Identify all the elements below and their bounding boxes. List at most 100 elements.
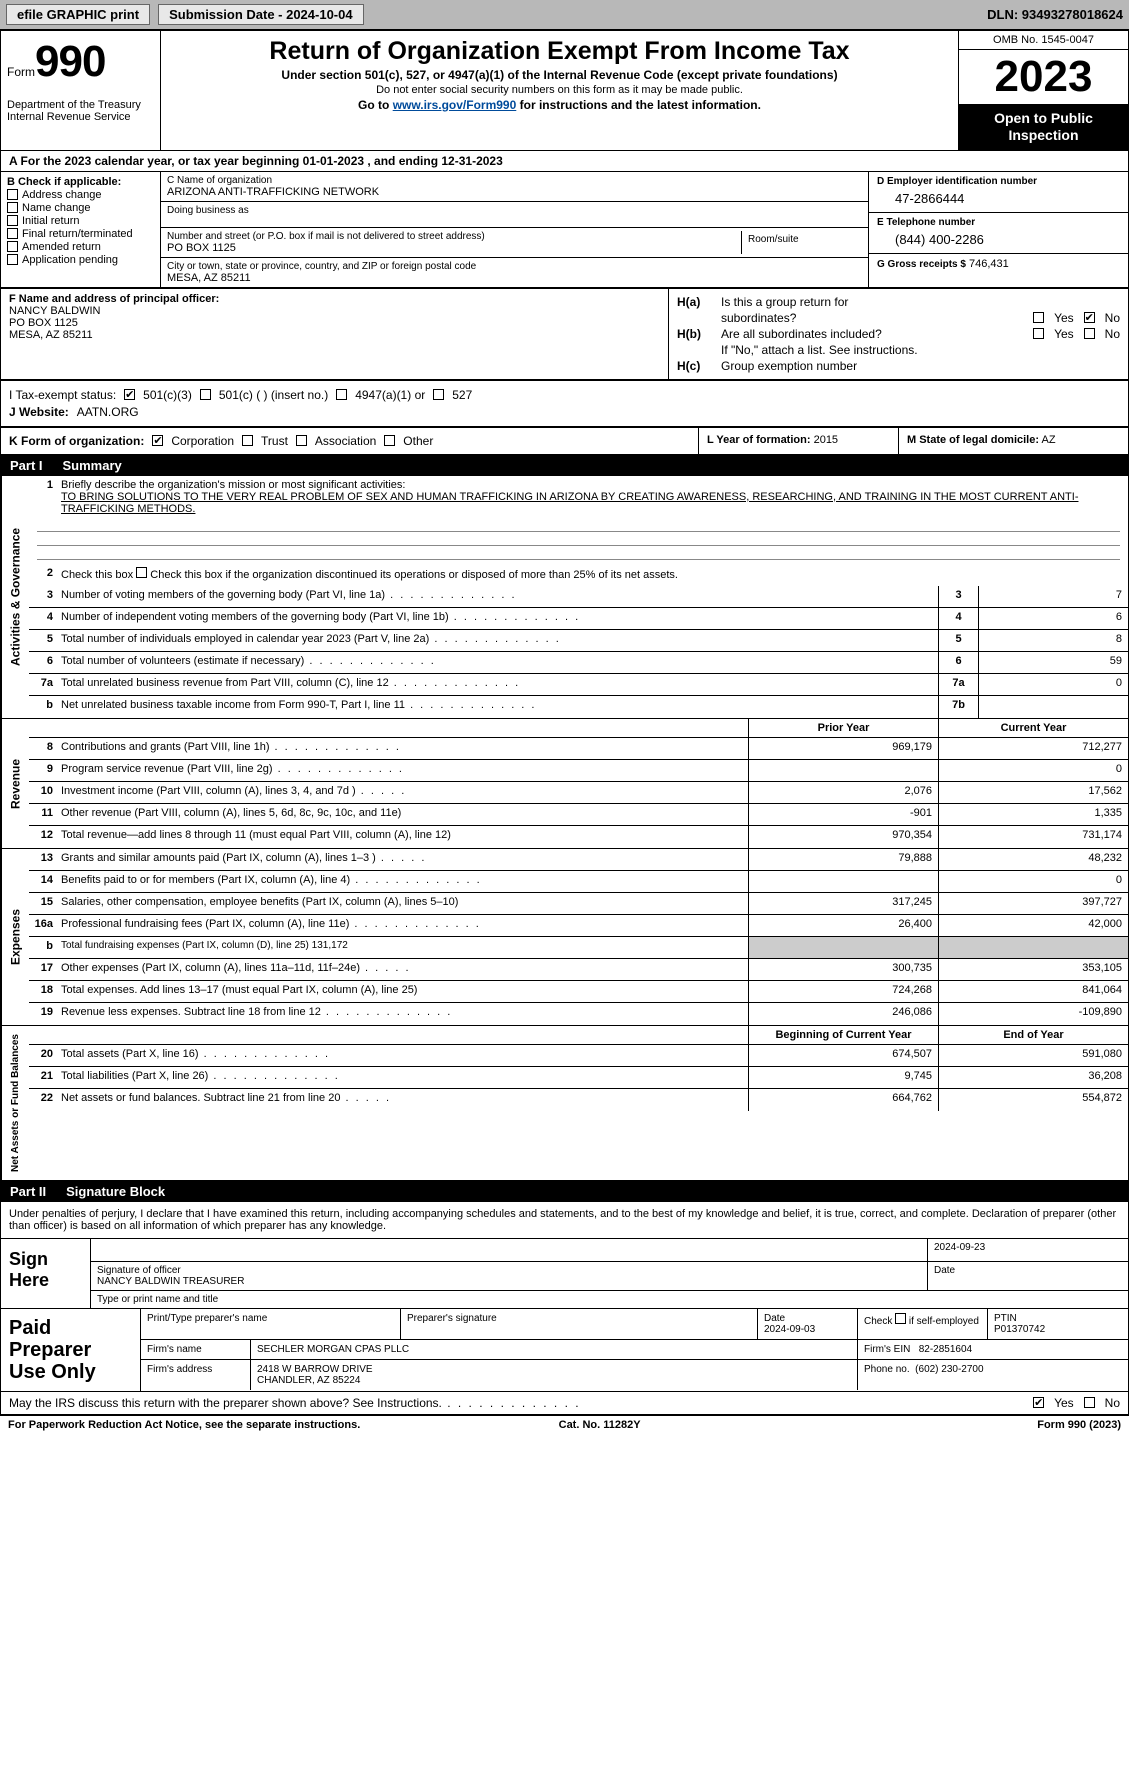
form-number: 990 bbox=[35, 37, 105, 86]
l19-curr: -109,890 bbox=[938, 1003, 1128, 1025]
chk-527[interactable] bbox=[433, 389, 444, 400]
line2-tail: Check this box if the organization disco… bbox=[150, 569, 678, 581]
chk-501c3[interactable] bbox=[124, 389, 135, 400]
omb-number: OMB No. 1545-0047 bbox=[959, 31, 1128, 50]
l16b-curr-shade bbox=[938, 937, 1128, 958]
lbl-amended: Amended return bbox=[22, 241, 101, 253]
line5-num: 5 bbox=[29, 630, 57, 651]
irs-label: Internal Revenue Service bbox=[7, 111, 154, 123]
header-right: OMB No. 1545-0047 2023 Open to Public In… bbox=[958, 31, 1128, 150]
l22-txt: Net assets or fund balances. Subtract li… bbox=[57, 1089, 748, 1111]
firm-name-label: Firm's name bbox=[141, 1340, 251, 1359]
l13-txt: Grants and similar amounts paid (Part IX… bbox=[57, 849, 748, 870]
chk-amended[interactable] bbox=[7, 241, 18, 252]
open-public-badge: Open to Public Inspection bbox=[959, 104, 1128, 150]
revenue-section: Revenue Prior Year Current Year 8Contrib… bbox=[0, 719, 1129, 849]
page-footer: For Paperwork Reduction Act Notice, see … bbox=[0, 1415, 1129, 1434]
chk-self-employed[interactable] bbox=[895, 1313, 906, 1324]
prep-date-label: Date bbox=[764, 1313, 851, 1324]
l22-eoy: 554,872 bbox=[938, 1089, 1128, 1111]
prep-name-label: Print/Type preparer's name bbox=[141, 1309, 401, 1339]
domicile-value: AZ bbox=[1041, 434, 1055, 446]
hb-no-chk[interactable] bbox=[1084, 328, 1095, 339]
mission-text: TO BRING SOLUTIONS TO THE VERY REAL PROB… bbox=[61, 491, 1078, 515]
col-d-contact: D Employer identification number 47-2866… bbox=[868, 172, 1128, 287]
chk-discontinued[interactable] bbox=[136, 567, 147, 578]
part1-header: Part I Summary bbox=[0, 455, 1129, 476]
chk-address-change[interactable] bbox=[7, 189, 18, 200]
l11-txt: Other revenue (Part VIII, column (A), li… bbox=[57, 804, 748, 825]
ha-text2: subordinates? bbox=[721, 311, 1033, 325]
gross-value: 746,431 bbox=[969, 258, 1009, 270]
line1-num: 1 bbox=[29, 476, 57, 518]
line6-text: Total number of volunteers (estimate if … bbox=[57, 652, 938, 673]
l18-txt: Total expenses. Add lines 13–17 (must eq… bbox=[57, 981, 748, 1002]
l16a-prior: 26,400 bbox=[748, 915, 938, 936]
l10-prior: 2,076 bbox=[748, 782, 938, 803]
chk-assoc[interactable] bbox=[296, 435, 307, 446]
l17-curr: 353,105 bbox=[938, 959, 1128, 980]
line1-label: Briefly describe the organization's miss… bbox=[61, 479, 405, 491]
ha-yes-chk[interactable] bbox=[1033, 312, 1044, 323]
form-org-label: K Form of organization: bbox=[9, 434, 144, 448]
l14-prior bbox=[748, 871, 938, 892]
city-label: City or town, state or province, country… bbox=[167, 261, 862, 272]
signature-declaration: Under penalties of perjury, I declare th… bbox=[0, 1202, 1129, 1239]
l11-prior: -901 bbox=[748, 804, 938, 825]
hb-text: Are all subordinates included? bbox=[721, 327, 1033, 341]
sig-officer-label: Signature of officer bbox=[97, 1265, 921, 1276]
firm-phone-value: (602) 230-2700 bbox=[915, 1364, 983, 1375]
chk-initial-return[interactable] bbox=[7, 215, 18, 226]
l16a-curr: 42,000 bbox=[938, 915, 1128, 936]
irs-link[interactable]: www.irs.gov/Form990 bbox=[393, 98, 517, 112]
chk-app-pending[interactable] bbox=[7, 254, 18, 265]
ha-no: No bbox=[1105, 311, 1120, 325]
efile-print-button[interactable]: efile GRAPHIC print bbox=[6, 4, 150, 25]
l16b-txt: Total fundraising expenses (Part IX, col… bbox=[57, 937, 748, 958]
section-klm: K Form of organization: Corporation Trus… bbox=[0, 427, 1129, 455]
l9-curr: 0 bbox=[938, 760, 1128, 781]
l8-prior: 969,179 bbox=[748, 738, 938, 759]
chk-trust[interactable] bbox=[242, 435, 253, 446]
chk-4947[interactable] bbox=[336, 389, 347, 400]
lbl-501c: 501(c) ( ) (insert no.) bbox=[219, 388, 328, 402]
tel-label: E Telephone number bbox=[877, 217, 1120, 228]
city-value: MESA, AZ 85211 bbox=[167, 272, 862, 284]
l16b-prior-shade bbox=[748, 937, 938, 958]
suite-label: Room/suite bbox=[742, 231, 862, 254]
hb-label: H(b) bbox=[677, 327, 721, 341]
website-value: AATN.ORG bbox=[77, 405, 139, 419]
street-value: PO BOX 1125 bbox=[167, 242, 735, 254]
l13-prior: 79,888 bbox=[748, 849, 938, 870]
chk-corp[interactable] bbox=[152, 435, 163, 446]
irs-no: No bbox=[1105, 1396, 1120, 1410]
irs-no-chk[interactable] bbox=[1084, 1397, 1095, 1408]
type-name-label: Type or print name and title bbox=[91, 1291, 1128, 1308]
ein-label: D Employer identification number bbox=[877, 176, 1120, 187]
hb-yes-chk[interactable] bbox=[1033, 328, 1044, 339]
ha-no-chk[interactable] bbox=[1084, 312, 1095, 323]
irs-yes: Yes bbox=[1054, 1396, 1074, 1410]
l19-txt: Revenue less expenses. Subtract line 18 … bbox=[57, 1003, 748, 1025]
line7a-num: 7a bbox=[29, 674, 57, 695]
mission-blank-1 bbox=[37, 518, 1120, 532]
chk-final-return[interactable] bbox=[7, 228, 18, 239]
lbl-527: 527 bbox=[452, 388, 472, 402]
chk-name-change[interactable] bbox=[7, 202, 18, 213]
irs-yes-chk[interactable] bbox=[1033, 1397, 1044, 1408]
prep-check-label: Check if self-employed bbox=[864, 1316, 979, 1327]
tel-value: (844) 400-2286 bbox=[877, 228, 1120, 249]
line3-num: 3 bbox=[29, 586, 57, 607]
submission-date-button[interactable]: Submission Date - 2024-10-04 bbox=[158, 4, 364, 25]
form-title: Return of Organization Exempt From Incom… bbox=[171, 37, 948, 66]
sig-officer-name: NANCY BALDWIN TREASURER bbox=[97, 1276, 921, 1287]
l8-txt: Contributions and grants (Part VIII, lin… bbox=[57, 738, 748, 759]
sign-here-block: Sign Here 2024-09-23 Signature of office… bbox=[0, 1239, 1129, 1309]
chk-other[interactable] bbox=[384, 435, 395, 446]
line5-val: 8 bbox=[978, 630, 1128, 651]
ha-yes: Yes bbox=[1054, 311, 1074, 325]
chk-501c[interactable] bbox=[200, 389, 211, 400]
line-a-period: A For the 2023 calendar year, or tax yea… bbox=[0, 151, 1129, 172]
vtab-expenses: Expenses bbox=[1, 849, 29, 1025]
section-fh: F Name and address of principal officer:… bbox=[0, 288, 1129, 380]
